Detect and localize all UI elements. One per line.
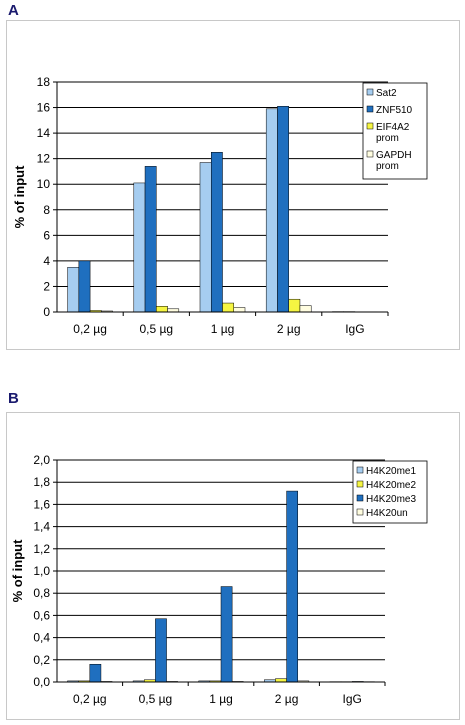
y-tick-label-a: 10 [37,177,51,191]
legend-label-b: H4K20me2 [366,480,416,491]
x-tick-label-a: 0,5 µg [139,322,173,336]
y-tick-label-a: 0 [43,305,50,319]
legend-swatch-b [356,508,364,516]
y-tick-label-b: 2,0 [33,453,50,467]
y-tick-label-a: 16 [37,101,51,115]
y-tick-label-b: 1,2 [33,542,50,556]
bar-a [277,106,289,313]
legend-label-a: Sat2 [376,88,397,99]
bar-b [89,663,102,683]
legend-swatch-b [356,494,364,502]
y-tick-label-b: 0,0 [33,675,50,689]
panel-label-b: B [8,390,19,407]
legend-box-b [352,460,428,524]
bar-a [233,307,246,313]
y-axis-title-a: % of input [12,165,27,228]
bar-a [299,305,312,313]
legend-swatch-b [356,480,364,488]
y-tick-label-a: 18 [37,75,51,89]
x-tick-label-a: 0,2 µg [73,322,107,336]
x-tick-label-b: IgG [343,692,362,706]
bar-b [286,490,299,683]
x-tick-label-b: 2 µg [275,692,299,706]
y-tick-label-a: 6 [43,228,50,242]
y-tick-label-a: 14 [37,126,51,140]
y-tick-label-b: 0,6 [33,608,50,622]
legend-label-b: H4K20me3 [366,494,416,505]
legend-label-a: ZNF510 [376,105,413,116]
bar-a [265,108,278,313]
bar-a [144,166,157,313]
legend-label-b: H4K20un [366,508,408,519]
legend-swatch-a [366,105,374,113]
bar-a [156,306,168,313]
bar-a [222,302,235,313]
bar-a [210,152,223,313]
x-tick-label-b: 0,5 µg [139,692,173,706]
legend-swatch-a [366,122,374,130]
x-tick-label-a: IgG [345,322,364,336]
panel-label-a: A [8,2,19,19]
y-tick-label-b: 0,2 [33,653,50,667]
x-tick-label-b: 1 µg [209,692,233,706]
x-tick-label-b: 0,2 µg [73,692,107,706]
legend-swatch-a [366,88,374,96]
bar-a [133,182,146,313]
bar-a [78,260,91,313]
legend-swatch-a [366,150,374,158]
y-tick-label-b: 1,4 [33,520,50,534]
bar-a [288,298,301,313]
y-tick-label-b: 1,6 [33,497,50,511]
y-tick-label-a: 8 [43,203,50,217]
y-axis-title-b: % of input [10,539,25,602]
legend-label-b: H4K20me1 [366,466,416,477]
bar-b [155,618,167,683]
y-tick-label-b: 1,0 [33,564,50,578]
x-tick-label-a: 2 µg [277,322,301,336]
legend-label-a: prom [376,133,399,144]
bar-b [220,586,233,683]
legend-label-a: GAPDH [376,150,412,161]
y-tick-label-a: 12 [37,152,51,166]
bar-a [67,267,80,313]
legend-label-a: EIF4A2 [376,122,410,133]
legend-swatch-b [356,466,364,474]
legend-box-a [362,82,428,180]
y-tick-label-b: 0,8 [33,586,50,600]
legend-label-a: prom [376,161,399,172]
y-tick-label-a: 4 [43,254,50,268]
y-tick-label-a: 2 [43,279,50,293]
y-tick-label-b: 1,8 [33,475,50,489]
x-tick-label-a: 1 µg [211,322,235,336]
bar-a [199,162,212,313]
y-tick-label-b: 0,4 [33,631,50,645]
